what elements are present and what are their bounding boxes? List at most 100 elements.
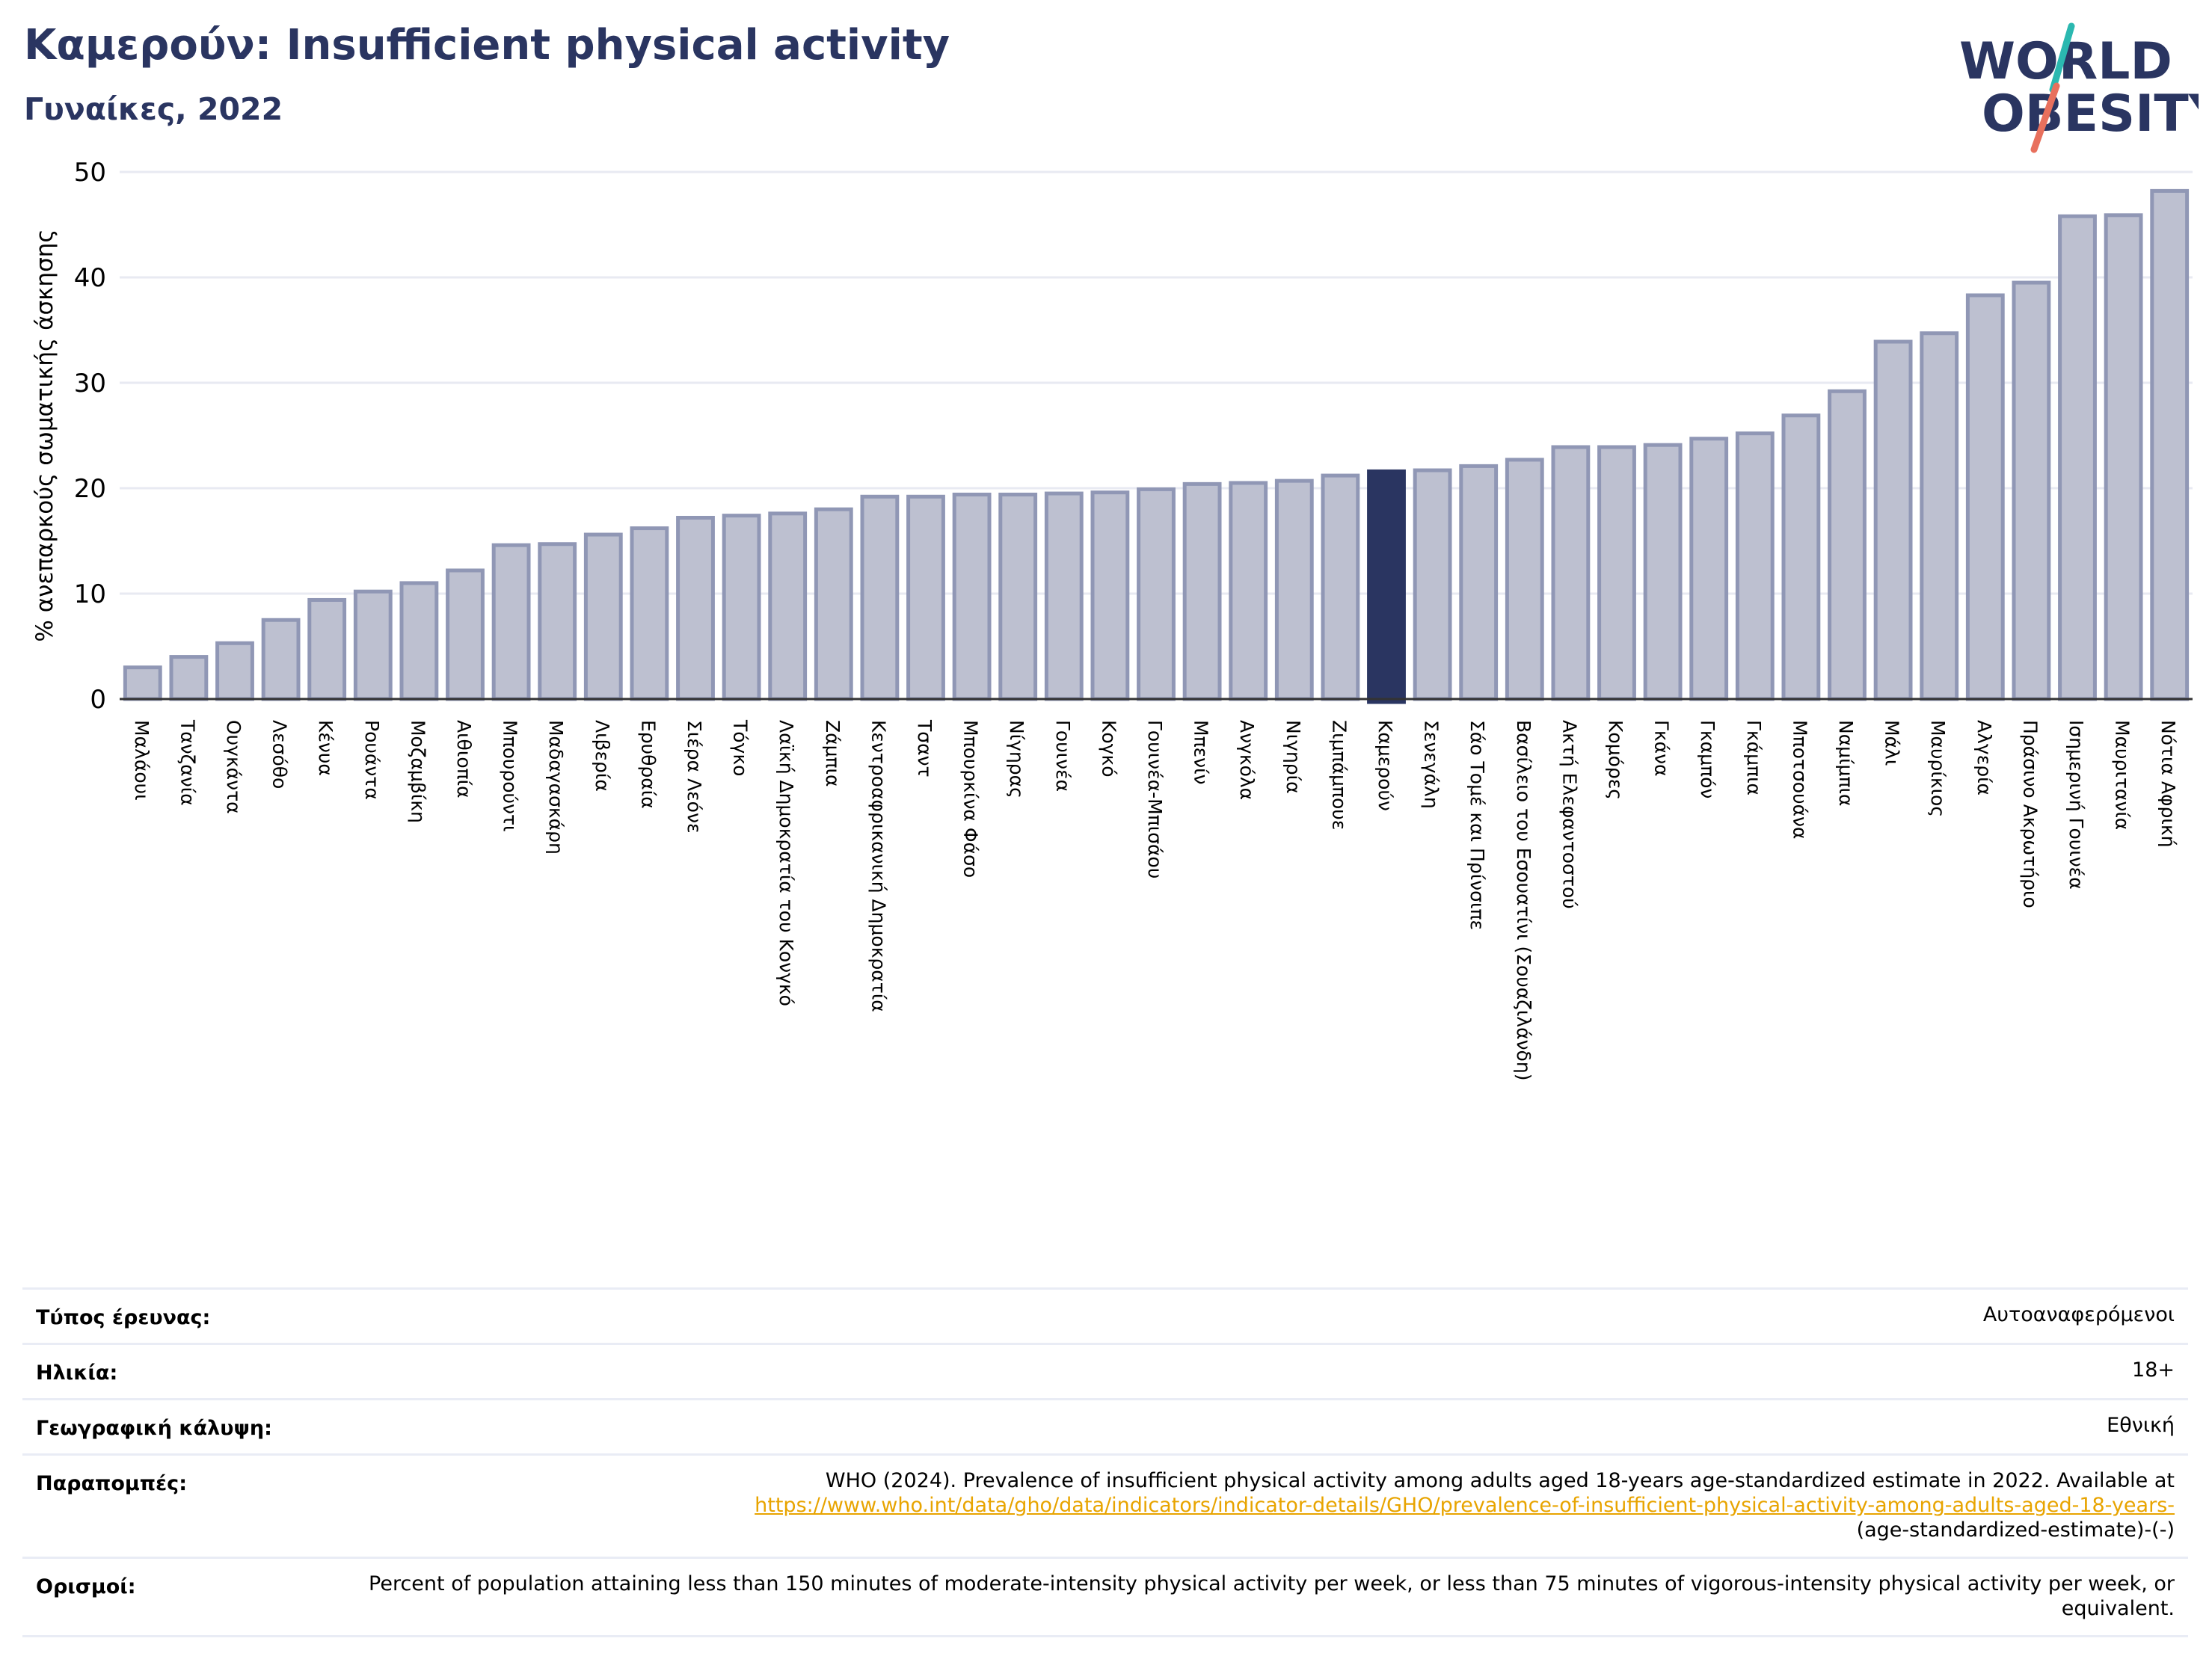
logo-slash-teal: [2049, 22, 2075, 93]
bar: [2104, 213, 2143, 701]
bar-highlighted: [1367, 469, 1406, 704]
meta-row-age: Ηλικία: 18+: [22, 1343, 2188, 1398]
x-tick-label: Τσαντ: [914, 719, 936, 778]
bar: [1090, 490, 1130, 701]
y-axis-label: % ανεπαρκούς σωματικής άσκησης: [31, 229, 58, 641]
x-tick-label: Μπουρκίνα Φάσο: [960, 720, 982, 878]
x-tick-label: Πράσινο Ακρωτήριο: [2019, 720, 2041, 908]
bar: [353, 589, 393, 701]
x-tick-label: Γκάμπια: [1743, 720, 1765, 795]
y-tick-label: 50: [74, 158, 106, 188]
bar: [1137, 487, 1176, 701]
y-axis-ticks: 0 10 20 30 40 50: [74, 158, 106, 715]
age-value: 18+: [2132, 1358, 2175, 1382]
bar: [2012, 280, 2051, 701]
x-tick-label: Αλγερία: [1973, 720, 1995, 795]
x-tick-label: Κεντροαφρικανική Δημοκρατία: [867, 720, 889, 1012]
bar: [2150, 188, 2190, 701]
references-label: Παραπομπές:: [36, 1472, 187, 1495]
references-text: WHO (2024). Prevalence of insufficient p…: [825, 1469, 2175, 1492]
bar-chart: 0 10 20 30 40 50 Μαλάουι Τανζανία Ουγκάντα Λεσόθ…: [31, 158, 2193, 1080]
y-tick-label: 30: [74, 369, 106, 398]
bar: [630, 526, 669, 701]
bar: [399, 581, 439, 701]
logo-slash-red: [2030, 82, 2060, 153]
x-tick-label: Κογκό: [1098, 720, 1119, 778]
bar: [215, 641, 254, 701]
x-tick-label: Τανζανία: [176, 719, 198, 806]
survey-type-label: Τύπος έρευνας:: [36, 1306, 211, 1329]
x-tick-label: Νιγηρία: [1282, 720, 1304, 794]
references-link[interactable]: https://www.who.int/data/gho/data/indica…: [755, 1493, 2175, 1517]
bar: [1735, 431, 1775, 701]
page-subtitle: Γυναίκες, 2022: [24, 91, 283, 127]
x-tick-label: Ρουάντα: [361, 720, 383, 800]
bar: [1828, 389, 1867, 701]
meta-row-survey-type: Τύπος έρευνας: Αυτοαναφερόμενοι: [22, 1287, 2188, 1343]
x-tick-label: Λεσόθο: [269, 720, 291, 789]
x-tick-label: Καμερούν: [1374, 720, 1396, 811]
y-tick-label: 0: [90, 685, 106, 715]
x-tick-label: Μαδαγασκάρη: [545, 720, 567, 855]
x-tick-label: Κομόρες: [1605, 720, 1626, 800]
x-tick-label: Μπενίν: [1191, 720, 1212, 785]
bar: [676, 515, 715, 701]
x-tick-label: Ακτή Ελεφαντοστού: [1558, 720, 1580, 909]
page-title: Καμερούν: Insufficient physical activity: [24, 21, 950, 70]
x-tick-label: Ζιμπάμπουε: [1328, 720, 1350, 830]
x-tick-label: Μάλι: [1881, 720, 1903, 766]
x-tick-label: Μποτσουάνα: [1789, 720, 1810, 840]
bar: [583, 532, 623, 701]
logo-text-obesity: OBESITY: [1982, 84, 2199, 144]
bar: [952, 492, 992, 701]
x-tick-label: Μαλάουι: [131, 720, 153, 801]
bar: [1505, 458, 1544, 701]
x-tick-label: Τόγκο: [730, 719, 752, 776]
references-value: WHO (2024). Prevalence of insufficient p…: [755, 1469, 2175, 1543]
bar: [1182, 481, 1222, 701]
bar: [1965, 293, 2005, 701]
definitions-value: Percent of population attaining less tha…: [369, 1572, 2175, 1620]
x-tick-label: Ζάμπια: [822, 720, 844, 787]
bar: [307, 597, 347, 701]
bar: [446, 568, 485, 701]
bar: [1413, 468, 1452, 701]
x-tick-label: Σάο Τομέ και Πρίνσιπε: [1466, 720, 1488, 930]
bar: [1597, 445, 1636, 701]
bar: [1689, 437, 1729, 701]
x-tick-label: Νίγηρας: [1006, 720, 1027, 798]
x-tick-label: Λιβερία: [592, 720, 613, 792]
bar: [860, 494, 900, 701]
bar: [768, 511, 808, 701]
x-tick-label: Ουγκάντα: [223, 720, 245, 814]
bar: [1920, 331, 1959, 701]
bar: [814, 507, 853, 701]
bar: [169, 655, 209, 701]
coverage-label: Γεωγραφική κάλυψη:: [36, 1417, 272, 1440]
age-label: Ηλικία:: [36, 1361, 118, 1385]
x-tick-label: Ισημερινή Γουινέα: [2065, 720, 2087, 890]
x-tick-label: Ναμίμπια: [1835, 720, 1857, 806]
x-tick-label: Ανγκόλα: [1236, 720, 1258, 800]
definitions-label: Ορισμοί:: [36, 1575, 136, 1598]
x-tick-label: Λαϊκή Δημοκρατία του Κονγκό: [775, 720, 797, 1006]
x-tick-label: Νότια Αφρική: [2157, 720, 2179, 847]
bar: [491, 543, 531, 701]
bar: [1459, 464, 1499, 701]
bar: [1781, 413, 1821, 701]
bar: [1551, 445, 1591, 701]
x-tick-label: Σιέρα Λεόνε: [683, 720, 705, 833]
x-axis-ticks: Μαλάουι Τανζανία Ουγκάντα Λεσόθο Κένυα Ρουάντ…: [131, 719, 2179, 1080]
y-tick-label: 10: [74, 579, 106, 609]
x-tick-label: Μοζαμβίκη: [407, 720, 428, 823]
meta-row-definitions: Ορισμοί: Percent of population attaining…: [22, 1556, 2188, 1637]
x-tick-label: Κένυα: [315, 720, 337, 776]
world-obesity-logo: WORLD OBESITY: [1959, 22, 2199, 153]
x-tick-label: Μαυριτανία: [2112, 720, 2133, 830]
bar: [722, 514, 761, 701]
coverage-value: Εθνική: [2107, 1414, 2175, 1437]
survey-type-value: Αυτοαναφερόμενοι: [1982, 1303, 2175, 1326]
bar: [1643, 443, 1683, 701]
x-tick-label: Γκάνα: [1651, 720, 1673, 777]
bar: [261, 618, 301, 701]
